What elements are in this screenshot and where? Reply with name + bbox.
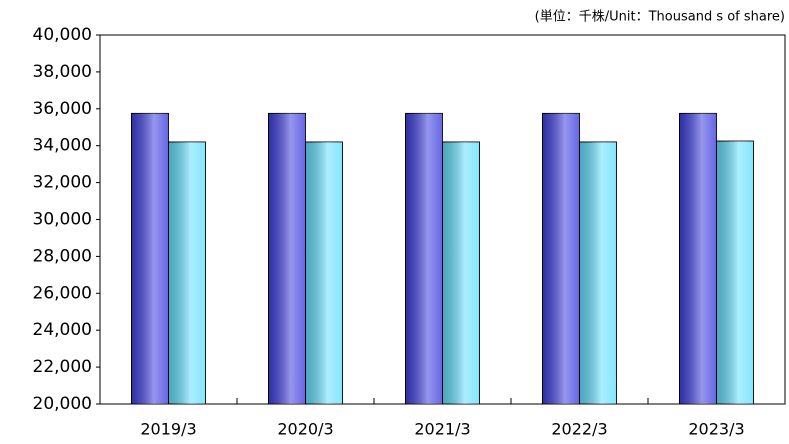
bar-shine (679, 113, 717, 404)
y-tick-label: 26,000 (33, 283, 92, 303)
y-tick-label: 38,000 (33, 62, 92, 82)
y-tick-label: 34,000 (33, 136, 92, 156)
y-tick-label: 24,000 (33, 320, 92, 340)
x-tick-label: 2022/3 (551, 420, 607, 439)
bar-shine (442, 142, 480, 404)
y-tick-label: 36,000 (33, 99, 92, 119)
y-tick-label: 22,000 (33, 357, 92, 377)
y-tick-label: 20,000 (33, 394, 92, 414)
bar-shine (305, 142, 343, 404)
bar-shine (716, 141, 754, 404)
bar-shine (542, 113, 580, 404)
y-tick-label: 40,000 (33, 25, 92, 45)
x-tick-label: 2023/3 (688, 420, 744, 439)
x-tick-label: 2021/3 (414, 420, 470, 439)
x-tick-label: 2019/3 (140, 420, 196, 439)
y-tick-label: 28,000 (33, 246, 92, 266)
bar-shine (168, 142, 206, 404)
bar-shine (579, 142, 617, 404)
y-tick-label: 32,000 (33, 173, 92, 193)
bar-shine (268, 113, 306, 404)
bar-shine (131, 113, 169, 404)
y-tick-label: 30,000 (33, 210, 92, 230)
bar-shine (405, 113, 443, 404)
x-tick-label: 2020/3 (277, 420, 333, 439)
unit-note: (単位：千株/Unit：Thousand s of share) (535, 9, 785, 25)
